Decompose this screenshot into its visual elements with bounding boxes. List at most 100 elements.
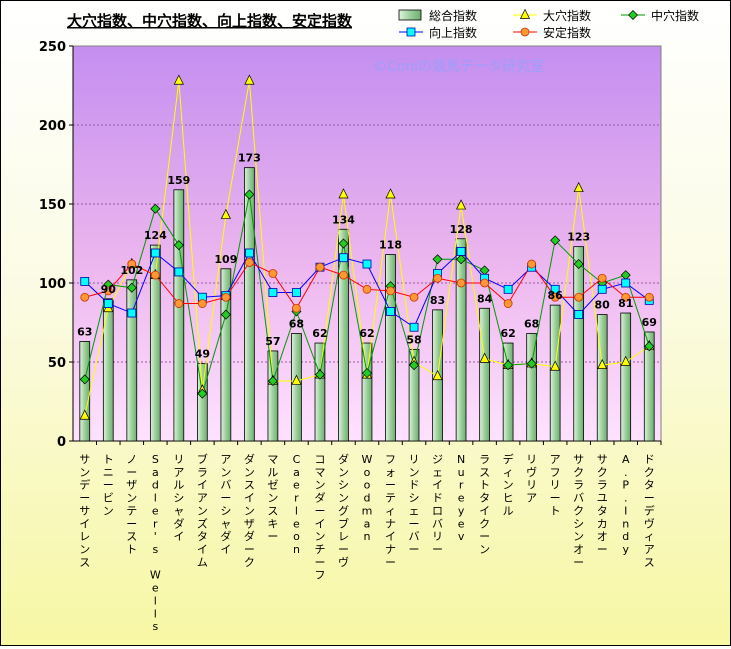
bar-data-label: 81 [618,297,633,310]
legend-marker-triangle [519,8,531,19]
bar-data-label: 62 [312,327,327,340]
x-tick-label: ディンヒル [503,452,514,517]
bar-data-label: 83 [430,294,445,307]
bar-data-label: 80 [595,299,611,312]
point-diamond [503,360,514,371]
point-square [503,284,513,294]
point-diamond [267,375,278,386]
point-diamond [550,235,561,246]
point-triangle [597,358,608,370]
point-diamond [150,203,161,214]
bar [549,304,561,442]
legend-label: 安定指数 [543,25,591,40]
bar [620,312,632,442]
point-circle [127,259,137,269]
point-circle [292,303,301,313]
bar-data-label: 134 [332,213,355,226]
point-triangle [620,355,631,366]
point-circle [268,269,278,278]
point-circle [174,299,184,308]
bar-data-label: 124 [144,229,167,242]
point-square [292,288,301,297]
point-diamond [220,309,231,320]
x-tick-label: ダンスインザダーク [244,452,255,569]
x-tick-label: リヴリア [526,453,537,505]
y-tick-label: 50 [48,356,66,371]
bar [220,268,232,442]
y-tick-label: 150 [39,198,66,213]
bar-data-label: 62 [359,327,374,340]
point-triangle [291,374,302,385]
bar [79,341,91,442]
point-circle [150,270,160,280]
point-circle [339,270,348,280]
point-square [574,310,584,320]
point-circle [244,258,254,267]
legend-label: 大穴指数 [543,8,591,23]
bar-data-label: 109 [214,253,237,266]
point-diamond [338,238,349,249]
x-tick-label: ダンシングブレーヴ [338,452,349,569]
bar [197,363,208,442]
point-square [103,299,113,308]
point-diamond [526,358,537,369]
y-tick-label: 0 [57,435,66,450]
point-triangle [550,360,561,371]
point-circle [221,292,231,302]
x-tick-label: フォーティナイナー [385,453,396,569]
legend-label: 総合指数 [429,8,477,23]
bar-data-label: 68 [289,318,304,331]
point-circle [433,273,442,283]
point-diamond [244,189,255,200]
point-triangle [338,188,349,199]
x-tick-label: アフリート [550,453,561,517]
bar-data-label: 159 [167,174,190,187]
chart-title: 大穴指数、中穴指数、向上指数、安定指数 [67,12,353,30]
point-square [174,267,184,277]
bar [338,228,349,442]
point-square [597,284,607,294]
bar-data-label: 69 [642,316,657,329]
point-circle [315,262,325,272]
x-tick-label: サクラバクシンオー [573,453,584,569]
point-diamond [314,369,325,380]
point-square [150,248,160,258]
point-circle [362,284,372,294]
point-diamond [456,254,467,265]
point-square [339,253,348,263]
bar [596,314,608,442]
point-triangle [385,188,396,199]
legend-marker-circle [520,27,530,37]
bar-data-label: 123 [567,231,590,244]
bar-data-label: 49 [195,348,210,361]
bar [149,244,161,442]
point-square [80,277,90,286]
bar [173,189,185,442]
y-tick-label: 200 [39,119,66,134]
x-tick-label: リアルシャダイ [173,453,184,543]
bar-data-label: 90 [101,283,117,296]
y-tick-label: 250 [39,40,66,55]
point-triangle [244,74,255,85]
point-diamond [173,240,184,251]
y-tick-label: 100 [39,277,66,292]
point-circle [80,292,90,302]
point-circle [409,292,419,302]
point-triangle [432,369,443,381]
bar-data-label: 63 [77,325,92,338]
point-diamond [197,388,208,399]
bar-data-label: 58 [406,333,421,346]
point-circle [644,292,654,302]
point-circle [103,286,113,296]
bar-data-label: 173 [238,152,261,165]
point-diamond [362,368,372,379]
x-tick-label: コマンダーインチーフ [314,453,325,582]
bar [126,279,138,442]
point-diamond [573,259,584,270]
bar-data-label: 62 [500,327,515,340]
bar [291,333,302,442]
